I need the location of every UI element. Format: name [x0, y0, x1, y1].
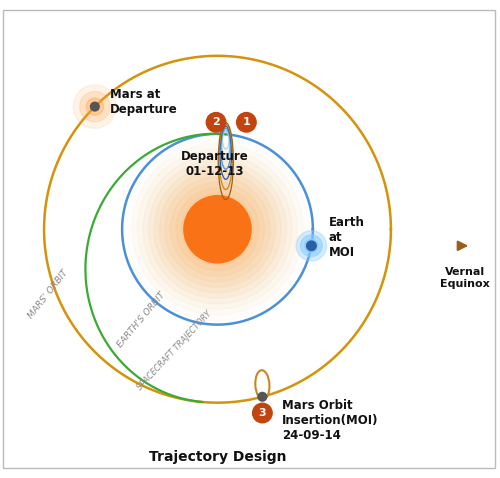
Text: Trajectory Design: Trajectory Design: [148, 450, 286, 464]
Text: 3: 3: [258, 408, 266, 418]
Circle shape: [154, 166, 281, 293]
Circle shape: [148, 160, 286, 298]
Text: Earth
at
MOI: Earth at MOI: [329, 216, 364, 259]
Circle shape: [165, 177, 270, 282]
Circle shape: [305, 239, 318, 252]
Circle shape: [170, 182, 264, 276]
Text: 1: 1: [242, 117, 250, 127]
Circle shape: [184, 196, 251, 263]
Circle shape: [176, 188, 259, 271]
Circle shape: [90, 102, 99, 111]
Circle shape: [73, 85, 117, 128]
Text: Mars at
Departure: Mars at Departure: [110, 88, 178, 116]
Circle shape: [236, 112, 256, 132]
Text: Vernal
Equinox: Vernal Equinox: [440, 268, 490, 289]
Text: EARTH'S ORBIT: EARTH'S ORBIT: [116, 291, 168, 350]
Text: Mars Orbit
Insertion(MOI)
24-09-14: Mars Orbit Insertion(MOI) 24-09-14: [282, 399, 378, 442]
Circle shape: [138, 149, 298, 309]
Circle shape: [252, 403, 272, 423]
Circle shape: [206, 112, 226, 132]
Circle shape: [86, 98, 104, 115]
Text: MARS' ORBIT: MARS' ORBIT: [26, 268, 70, 320]
Text: Departure
01-12-13: Departure 01-12-13: [181, 151, 249, 178]
Circle shape: [160, 171, 276, 287]
Circle shape: [296, 230, 326, 261]
Circle shape: [182, 194, 254, 265]
Circle shape: [80, 91, 110, 122]
Text: SPACECRAFT TRAJECTORY: SPACECRAFT TRAJECTORY: [135, 309, 213, 392]
Text: 2: 2: [212, 117, 220, 127]
Circle shape: [300, 235, 322, 257]
Circle shape: [306, 241, 316, 250]
Circle shape: [187, 199, 248, 260]
Circle shape: [258, 392, 266, 401]
Circle shape: [143, 155, 292, 304]
